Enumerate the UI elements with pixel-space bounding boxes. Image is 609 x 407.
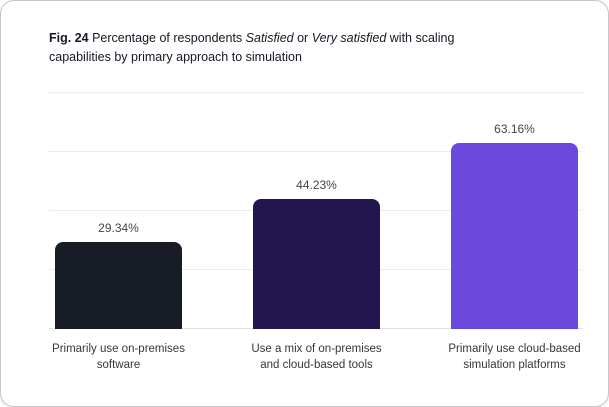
category-label-line: simulation platforms: [463, 359, 566, 371]
value-label-3: 63.16%: [494, 121, 535, 136]
value-label-2: 44.23%: [296, 177, 337, 192]
bar-3: [451, 142, 578, 329]
bar-2: [253, 198, 380, 329]
figure-number: Fig. 24: [49, 31, 89, 45]
category-label-line: Primarily use on-premises: [52, 343, 185, 355]
caption-italic-satisfied: Satisfied: [245, 31, 294, 45]
plot-area: 29.34% 44.23% 63.16%: [49, 92, 583, 329]
value-label-1: 29.34%: [98, 221, 139, 236]
caption-rest: with scaling capabilities by primary app…: [49, 31, 455, 64]
caption-italic-very-satisfied: Very satisfied: [311, 31, 387, 45]
gridline: [49, 151, 583, 152]
caption-conjunction: or: [297, 31, 309, 45]
category-label-line: Use a mix of on-premises: [251, 343, 382, 355]
category-label-line: software: [96, 359, 141, 371]
caption-lead: Percentage of respondents: [92, 31, 243, 45]
figure-caption: Fig. 24 Percentage of respondents Satisf…: [49, 29, 494, 67]
gridline: [49, 92, 583, 93]
category-label-1: Primarily use on-premises software: [19, 341, 219, 373]
bar-1: [55, 242, 182, 329]
category-label-3: Primarily use cloud-based simulation plat…: [415, 341, 609, 373]
category-label-line: Primarily use cloud-based: [448, 343, 581, 355]
category-label-2: Use a mix of on-premises and cloud-based …: [217, 341, 417, 373]
category-label-line: and cloud-based tools: [260, 359, 373, 371]
x-axis-labels: Primarily use on-premises software Use a m…: [1, 341, 609, 387]
